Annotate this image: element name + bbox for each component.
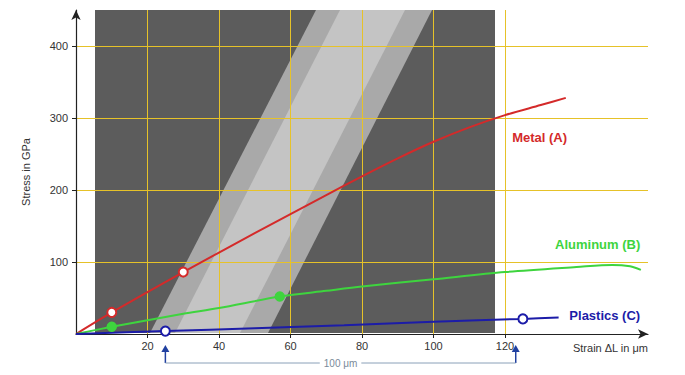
svg-text:100: 100 [424, 340, 442, 352]
svg-text:200: 200 [50, 184, 68, 196]
svg-text:100: 100 [50, 256, 68, 268]
svg-text:40: 40 [213, 340, 225, 352]
svg-text:120: 120 [496, 340, 514, 352]
svg-text:20: 20 [141, 340, 153, 352]
svg-text:60: 60 [284, 340, 296, 352]
svg-text:100 μm: 100 μm [324, 358, 358, 369]
svg-text:80: 80 [356, 340, 368, 352]
svg-text:Aluminum (B): Aluminum (B) [555, 237, 640, 252]
svg-text:Metal (A): Metal (A) [512, 130, 567, 145]
svg-text:400: 400 [50, 40, 68, 52]
svg-text:Strain ΔL in μm: Strain ΔL in μm [573, 342, 648, 354]
svg-text:Stress in GPa: Stress in GPa [20, 137, 32, 206]
svg-text:Plastics (C): Plastics (C) [569, 308, 640, 323]
svg-text:300: 300 [50, 112, 68, 124]
